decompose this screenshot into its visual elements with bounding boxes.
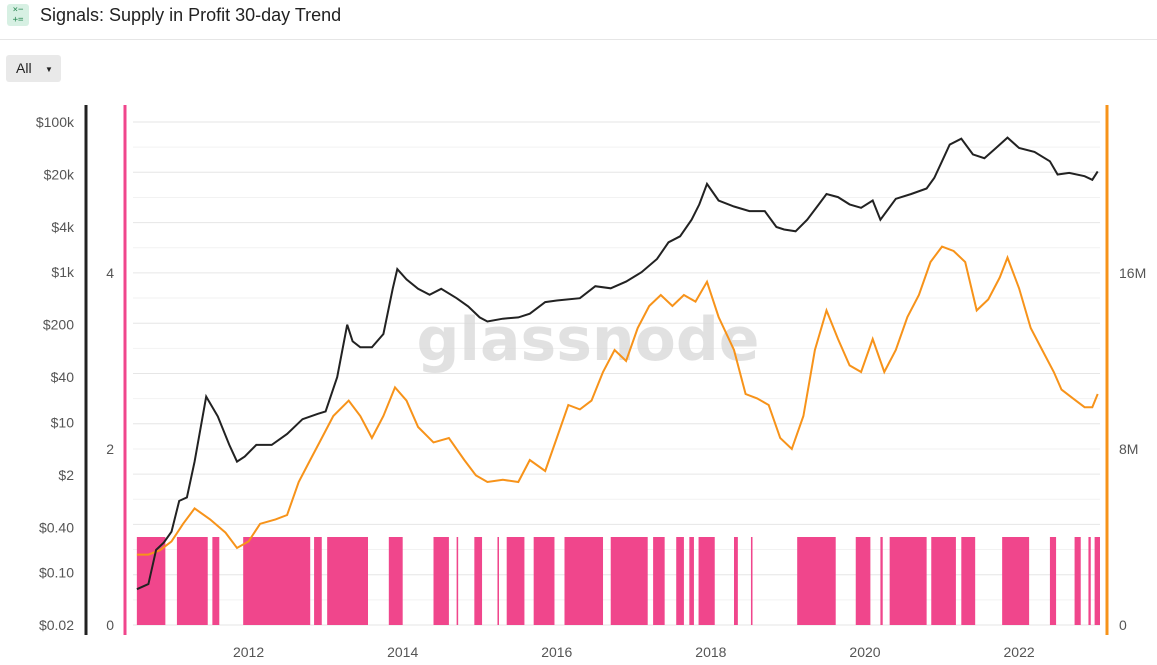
signal-bar <box>931 537 956 625</box>
signal-bar <box>474 537 483 625</box>
price-line <box>136 136 1099 591</box>
signal-bars <box>136 537 1100 625</box>
signal-bar <box>1049 537 1057 625</box>
signal-bar <box>1094 537 1100 625</box>
signal-tick-label: 4 <box>106 265 114 281</box>
signal-bar <box>136 537 166 625</box>
price-tick-label: $40 <box>51 369 75 385</box>
x-tick-label: 2018 <box>695 644 726 660</box>
price-tick-label: $2 <box>58 467 74 483</box>
signal-bar <box>610 537 648 625</box>
supply-tick-label: 0 <box>1119 617 1127 633</box>
supply-axis: 16M 8M 0 <box>1119 265 1146 633</box>
supply-tick-label: 8M <box>1119 441 1138 457</box>
signal-bar <box>750 537 753 625</box>
x-tick-label: 2014 <box>387 644 418 660</box>
x-tick-label: 2016 <box>541 644 572 660</box>
signal-bar <box>1002 537 1030 625</box>
signal-bar <box>734 537 738 625</box>
price-tick-label: $0.40 <box>39 519 74 535</box>
x-tick-label: 2022 <box>1004 644 1035 660</box>
signal-bar <box>689 537 694 625</box>
signal-bar <box>533 537 555 625</box>
signal-tick-label: 2 <box>106 441 114 457</box>
supply-line <box>136 245 1099 556</box>
signal-bar <box>653 537 665 625</box>
signal-bar <box>880 537 883 625</box>
signal-bar <box>961 537 976 625</box>
signal-bar <box>506 537 525 625</box>
signal-bar <box>176 537 208 625</box>
price-tick-label: $4k <box>51 219 75 235</box>
watermark: glassnode <box>416 305 759 375</box>
x-tick-label: 2020 <box>849 644 880 660</box>
x-axis: 2012 2014 2016 2018 2020 2022 <box>233 644 1035 660</box>
signal-bar <box>433 537 449 625</box>
price-tick-label: $0.02 <box>39 617 74 633</box>
signal-bar <box>1074 537 1081 625</box>
signal-bar <box>855 537 871 625</box>
supply-tick-label: 16M <box>1119 265 1146 281</box>
range-dropdown[interactable]: All ▼ <box>6 55 61 82</box>
price-tick-label: $10 <box>51 414 75 430</box>
signal-bar <box>388 537 403 625</box>
x-tick-label: 2012 <box>233 644 264 660</box>
signal-bar <box>564 537 604 625</box>
price-tick-label: $100k <box>36 114 75 130</box>
signal-axis: 4 2 0 <box>106 265 114 633</box>
signal-bar <box>212 537 220 625</box>
calculator-icon: ×− += <box>7 4 29 26</box>
signal-bar <box>497 537 499 625</box>
signal-bar <box>698 537 715 625</box>
range-dropdown-label: All <box>16 60 32 76</box>
signal-bar <box>327 537 369 625</box>
signal-bar <box>889 537 927 625</box>
price-axis: $100k $20k $4k $1k $200 $40 $10 $2 $0.40 $0.10 $0.… <box>36 114 75 633</box>
signal-bar <box>243 537 311 625</box>
signal-tick-label: 0 <box>106 617 114 633</box>
page-title: Signals: Supply in Profit 30-day Trend <box>40 5 342 25</box>
price-tick-label: $200 <box>43 317 74 333</box>
signal-bar <box>676 537 684 625</box>
signal-bar <box>797 537 836 625</box>
price-tick-label: $0.10 <box>39 565 74 581</box>
price-tick-label: $20k <box>44 166 75 182</box>
chart: glassnode 2012 2014 2016 2018 2020 2022 $100k… <box>36 105 1146 660</box>
signal-bar <box>314 537 322 625</box>
signal-bar <box>1088 537 1091 625</box>
signal-bar <box>456 537 459 625</box>
caret-down-icon: ▼ <box>45 65 53 74</box>
chart-header: ×− += Signals: Supply in Profit 30-day Tr… <box>0 0 1157 40</box>
price-tick-label: $1k <box>51 264 75 280</box>
